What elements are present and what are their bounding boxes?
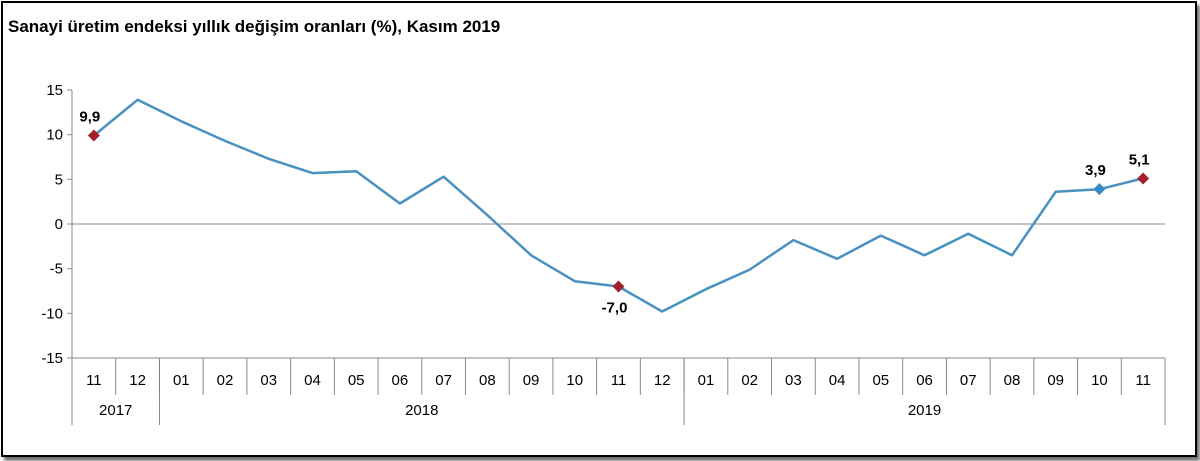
data-point-marker xyxy=(612,280,625,293)
y-tick-label: 10 xyxy=(46,127,63,144)
x-tick-label: 02 xyxy=(741,372,758,389)
x-tick-label: 01 xyxy=(698,372,715,389)
series-line xyxy=(93,98,1144,313)
x-tick-label: 07 xyxy=(960,372,977,389)
x-tick-label: 09 xyxy=(1047,372,1064,389)
x-tick-label: 11 xyxy=(86,372,102,389)
x-tick-label: 12 xyxy=(129,372,146,389)
chart-title: Sanayi üretim endeksi yıllık değişim ora… xyxy=(8,17,501,36)
x-tick-label: 11 xyxy=(1135,372,1151,389)
data-label: 9,9 xyxy=(79,109,100,126)
data-label: -7,0 xyxy=(602,300,628,317)
x-tick-label: 08 xyxy=(479,372,496,389)
y-tick-label: -5 xyxy=(50,261,63,278)
x-tick-label: 02 xyxy=(217,372,234,389)
y-tick-label: -15 xyxy=(41,350,63,367)
x-tick-label: 10 xyxy=(1091,372,1108,389)
x-tick-label: 06 xyxy=(392,372,409,389)
y-tick-label: 5 xyxy=(55,171,63,188)
data-point-marker xyxy=(1137,172,1150,185)
x-tick-label: 06 xyxy=(916,372,933,389)
x-tick-label: 01 xyxy=(173,372,190,389)
x-tick-label: 04 xyxy=(304,372,321,389)
x-tick-label: 12 xyxy=(654,372,671,389)
x-tick-label: 09 xyxy=(523,372,540,389)
x-tick-label: 05 xyxy=(348,372,365,389)
y-tick-label: -10 xyxy=(41,305,63,322)
x-tick-label: 05 xyxy=(872,372,889,389)
x-tick-label: 11 xyxy=(611,372,627,389)
y-tick-label: 15 xyxy=(46,82,63,99)
data-point-marker xyxy=(1093,183,1106,196)
year-label: 2019 xyxy=(908,402,941,419)
year-label: 2017 xyxy=(99,402,132,419)
x-tick-label: 08 xyxy=(1004,372,1021,389)
x-tick-label: 04 xyxy=(829,372,846,389)
data-label: 3,9 xyxy=(1085,162,1106,179)
y-tick-label: 0 xyxy=(55,216,63,233)
data-label: 5,1 xyxy=(1129,151,1150,168)
data-point-marker xyxy=(87,129,100,142)
year-label: 2018 xyxy=(405,402,438,419)
x-tick-label: 10 xyxy=(566,372,583,389)
x-tick-label: 03 xyxy=(785,372,802,389)
x-tick-label: 07 xyxy=(435,372,452,389)
x-tick-label: 03 xyxy=(260,372,277,389)
